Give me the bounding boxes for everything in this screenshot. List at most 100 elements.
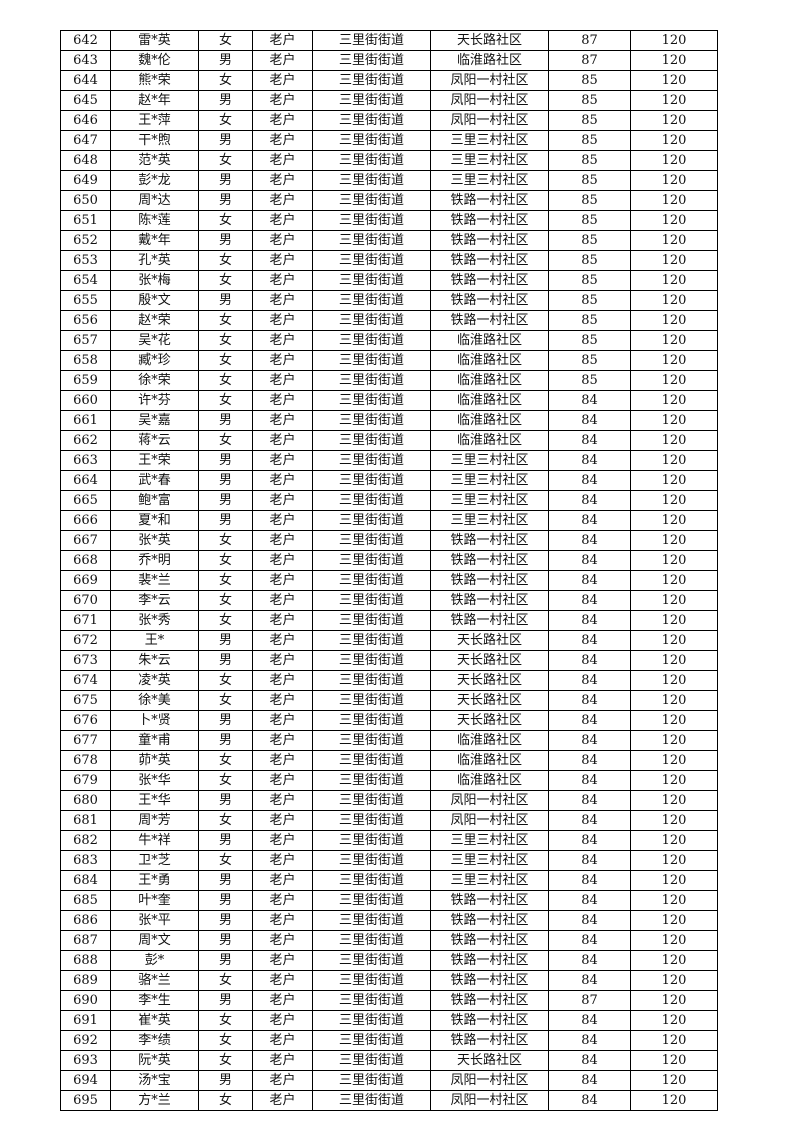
community-cell: 铁路一村社区 <box>430 230 549 251</box>
amount-cell: 120 <box>630 690 718 711</box>
table-body: 642 雷*英女老户 三里街街道 天长路社区 87 120 643 魏*伦男老户 三里街街道 临淮… <box>60 30 718 1111</box>
gender-cell: 男 <box>198 790 253 811</box>
household-type-cell: 老户 <box>252 910 313 931</box>
street-cell: 三里街街道 <box>312 570 431 591</box>
table-row: 685 叶*奎男老户 三里街街道 铁路一村社区 84 120 <box>60 890 718 911</box>
gender-cell: 女 <box>198 30 253 51</box>
gender-cell: 男 <box>198 870 253 891</box>
row-number: 659 <box>60 370 111 391</box>
community-cell: 铁路一村社区 <box>430 550 549 571</box>
table-row: 679 张*华女老户 三里街街道 临淮路社区 84 120 <box>60 770 718 791</box>
gender-cell: 男 <box>198 90 253 111</box>
street-cell: 三里街街道 <box>312 670 431 691</box>
gender-cell: 男 <box>198 930 253 951</box>
street-cell: 三里街街道 <box>312 1010 431 1031</box>
age-cell: 84 <box>548 390 631 411</box>
name-cell: 赵*荣 <box>110 310 199 331</box>
household-type-cell: 老户 <box>252 570 313 591</box>
gender-cell: 男 <box>198 290 253 311</box>
age-cell: 84 <box>548 510 631 531</box>
gender-cell: 男 <box>198 1070 253 1091</box>
gender-cell: 女 <box>198 570 253 591</box>
street-cell: 三里街街道 <box>312 550 431 571</box>
gender-cell: 女 <box>198 850 253 871</box>
age-cell: 84 <box>548 830 631 851</box>
amount-cell: 120 <box>630 750 718 771</box>
street-cell: 三里街街道 <box>312 350 431 371</box>
community-cell: 凤阳一村社区 <box>430 110 549 131</box>
street-cell: 三里街街道 <box>312 330 431 351</box>
community-cell: 三里三村社区 <box>430 450 549 471</box>
table-row: 643 魏*伦男老户 三里街街道 临淮路社区 87 120 <box>60 50 718 71</box>
age-cell: 85 <box>548 350 631 371</box>
name-cell: 王*荣 <box>110 450 199 471</box>
row-number: 694 <box>60 1070 111 1091</box>
table-row: 673 朱*云男老户 三里街街道 天长路社区 84 120 <box>60 650 718 671</box>
age-cell: 84 <box>548 870 631 891</box>
name-cell: 吴*嘉 <box>110 410 199 431</box>
name-cell: 徐*荣 <box>110 370 199 391</box>
name-cell: 卜*贤 <box>110 710 199 731</box>
age-cell: 84 <box>548 790 631 811</box>
amount-cell: 120 <box>630 170 718 191</box>
table-row: 649 彭*龙男老户 三里街街道 三里三村社区 85 120 <box>60 170 718 191</box>
table-row: 656 赵*荣女老户 三里街街道 铁路一村社区 85 120 <box>60 310 718 331</box>
household-type-cell: 老户 <box>252 330 313 351</box>
street-cell: 三里街街道 <box>312 950 431 971</box>
name-cell: 王* <box>110 630 199 651</box>
table-row: 676 卜*贤男老户 三里街街道 天长路社区 84 120 <box>60 710 718 731</box>
row-number: 676 <box>60 710 111 731</box>
household-type-cell: 老户 <box>252 1010 313 1031</box>
table-row: 682 牛*祥男老户 三里街街道 三里三村社区 84 120 <box>60 830 718 851</box>
street-cell: 三里街街道 <box>312 290 431 311</box>
amount-cell: 120 <box>630 350 718 371</box>
gender-cell: 男 <box>198 990 253 1011</box>
name-cell: 周*芳 <box>110 810 199 831</box>
street-cell: 三里街街道 <box>312 850 431 871</box>
amount-cell: 120 <box>630 230 718 251</box>
amount-cell: 120 <box>630 190 718 211</box>
row-number: 691 <box>60 1010 111 1031</box>
row-number: 670 <box>60 590 111 611</box>
table-row: 672 王* 男老户 三里街街道 天长路社区 84 120 <box>60 630 718 651</box>
gender-cell: 女 <box>198 1050 253 1071</box>
household-type-cell: 老户 <box>252 530 313 551</box>
street-cell: 三里街街道 <box>312 870 431 891</box>
name-cell: 张*英 <box>110 530 199 551</box>
row-number: 646 <box>60 110 111 131</box>
community-cell: 铁路一村社区 <box>430 250 549 271</box>
household-type-cell: 老户 <box>252 650 313 671</box>
row-number: 693 <box>60 1050 111 1071</box>
street-cell: 三里街街道 <box>312 430 431 451</box>
household-type-cell: 老户 <box>252 390 313 411</box>
community-cell: 铁路一村社区 <box>430 270 549 291</box>
gender-cell: 男 <box>198 830 253 851</box>
street-cell: 三里街街道 <box>312 1050 431 1071</box>
street-cell: 三里街街道 <box>312 770 431 791</box>
name-cell: 吴*花 <box>110 330 199 351</box>
amount-cell: 120 <box>630 390 718 411</box>
street-cell: 三里街街道 <box>312 690 431 711</box>
household-type-cell: 老户 <box>252 810 313 831</box>
amount-cell: 120 <box>630 550 718 571</box>
row-number: 643 <box>60 50 111 71</box>
age-cell: 84 <box>548 650 631 671</box>
amount-cell: 120 <box>630 650 718 671</box>
household-type-cell: 老户 <box>252 1030 313 1051</box>
name-cell: 魏*伦 <box>110 50 199 71</box>
community-cell: 铁路一村社区 <box>430 1030 549 1051</box>
street-cell: 三里街街道 <box>312 90 431 111</box>
name-cell: 蒋*云 <box>110 430 199 451</box>
name-cell: 武*春 <box>110 470 199 491</box>
gender-cell: 女 <box>198 210 253 231</box>
household-type-cell: 老户 <box>252 150 313 171</box>
age-cell: 85 <box>548 90 631 111</box>
name-cell: 凌*英 <box>110 670 199 691</box>
amount-cell: 120 <box>630 30 718 51</box>
table-row: 689 骆*兰女老户 三里街街道 铁路一村社区 84 120 <box>60 970 718 991</box>
amount-cell: 120 <box>630 830 718 851</box>
age-cell: 85 <box>548 130 631 151</box>
community-cell: 三里三村社区 <box>430 510 549 531</box>
gender-cell: 男 <box>198 650 253 671</box>
gender-cell: 女 <box>198 250 253 271</box>
